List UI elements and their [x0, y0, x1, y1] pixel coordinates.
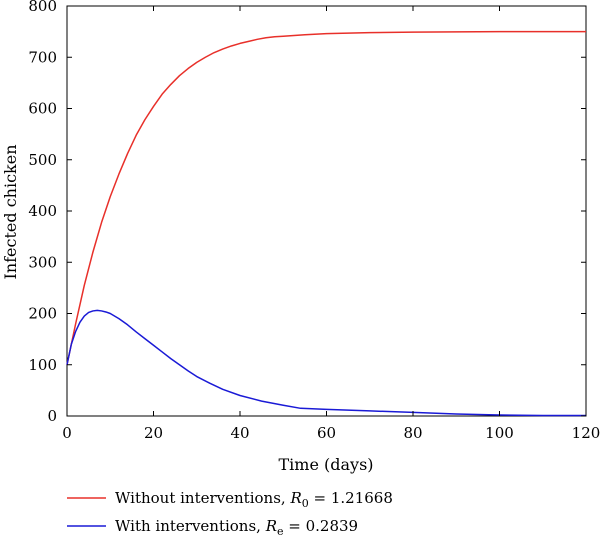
y-tick-label: 0 — [47, 407, 57, 425]
y-tick-label: 400 — [28, 202, 57, 220]
series-line-with — [66, 309, 586, 417]
legend: Without interventions, R0 = 1.21668With … — [67, 489, 393, 538]
y-tick-label: 100 — [28, 356, 57, 374]
y-axis: 0 100 200 300 400 500 600 700 800 — [28, 0, 586, 425]
legend-subscript: e — [277, 525, 284, 538]
x-tick-label: 80 — [403, 424, 422, 442]
legend-prefix: With interventions, — [115, 517, 266, 535]
y-tick-label: 700 — [28, 48, 57, 66]
legend-symbol: R — [265, 517, 277, 535]
x-tick-label: 20 — [144, 424, 163, 442]
x-tick-label: 40 — [230, 424, 249, 442]
y-tick-label: 600 — [28, 100, 57, 118]
x-axis: 0 20 40 60 80 100 120 — [62, 6, 600, 442]
x-tick-label: 0 — [62, 424, 72, 442]
x-axis-label: Time (days) — [278, 455, 373, 474]
legend-suffix: = 1.21668 — [309, 489, 393, 507]
series-line-without — [66, 30, 586, 365]
x-tick-label: 100 — [485, 424, 514, 442]
y-tick-label: 300 — [28, 253, 57, 271]
y-tick-label: 500 — [28, 151, 57, 169]
legend-label-with: With interventions, Re = 0.2839 — [115, 517, 358, 538]
y-axis-label: Infected chicken — [1, 144, 20, 279]
legend-entry-with: With interventions, Re = 0.2839 — [67, 517, 358, 538]
legend-label-without: Without interventions, R0 = 1.21668 — [115, 489, 393, 510]
plot-area — [66, 5, 587, 417]
y-tick-label: 200 — [28, 305, 57, 323]
legend-suffix: = 0.2839 — [284, 517, 359, 535]
legend-symbol: R — [289, 489, 301, 507]
x-tick-label: 120 — [572, 424, 600, 442]
y-tick-label: 800 — [28, 0, 57, 15]
legend-prefix: Without interventions, — [115, 489, 290, 507]
plot-frame — [66, 5, 587, 417]
legend-entry-without: Without interventions, R0 = 1.21668 — [67, 489, 393, 510]
x-tick-label: 60 — [317, 424, 336, 442]
legend-subscript: 0 — [302, 497, 309, 510]
